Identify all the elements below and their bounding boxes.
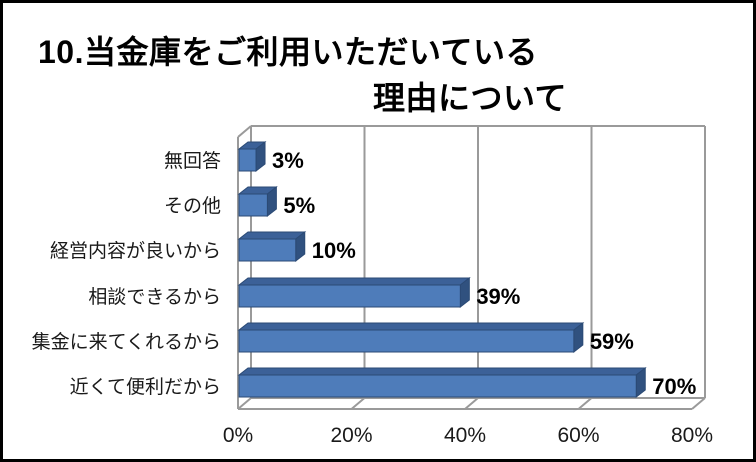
x-tick-label: 20% [330, 424, 372, 447]
bar [238, 329, 575, 353]
chart-title-line-1: 10.当金庫をご利用いただいている [38, 34, 539, 70]
bar-top-face [237, 322, 585, 331]
category-label: 経営内容が良いから [50, 240, 221, 262]
gridline-floor-foot [237, 397, 252, 410]
bar-top-face [237, 367, 647, 376]
x-tick-label: 80% [671, 424, 713, 447]
x-tick-label: 60% [557, 424, 599, 447]
bar [238, 193, 268, 217]
gridline-floor-foot [577, 397, 593, 410]
bar-data-label: 10% [312, 238, 356, 263]
bar-data-label: 59% [590, 329, 634, 354]
bar-data-label: 70% [652, 374, 696, 399]
bar-data-label: 39% [476, 284, 520, 309]
bar [238, 238, 297, 262]
category-label: 相談できるから [88, 286, 221, 308]
bar-chart-plot: 3% 無回答 5% その他 10% 経営内容が良いから 39% 相談できるから 59% 集金に来て… [32, 125, 713, 447]
x-tick-label: 0% [223, 424, 253, 447]
bar [238, 374, 637, 398]
gridline-floor-foot [350, 397, 366, 410]
bar [238, 148, 257, 172]
x-tick-label: 40% [444, 424, 486, 447]
chart-title-line-2: 理由について [373, 80, 568, 116]
bar [238, 284, 461, 308]
bar-top-face [237, 277, 471, 286]
plot-leftwall-top-edge [237, 125, 252, 138]
category-label: 集金に来てくれるから [32, 331, 221, 353]
category-label: 近くて便利だから [70, 376, 221, 398]
category-label: 無回答 [164, 150, 221, 172]
gridline-floor-foot [464, 397, 479, 410]
bar-top-face [237, 231, 307, 240]
category-label: その他 [164, 195, 221, 217]
gridline-floor-foot [691, 397, 706, 410]
bar-data-label: 3% [272, 148, 304, 173]
bar-data-label: 5% [283, 193, 315, 218]
